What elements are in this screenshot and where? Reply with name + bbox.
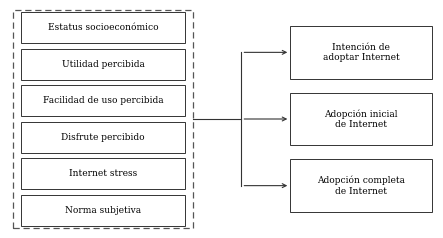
- Text: Internet stress: Internet stress: [69, 169, 137, 178]
- Bar: [21, 158, 185, 189]
- Text: Disfrute percibido: Disfrute percibido: [61, 133, 145, 142]
- Bar: [290, 93, 432, 145]
- Text: Norma subjetiva: Norma subjetiva: [65, 206, 141, 215]
- Text: Facilidad de uso percibida: Facilidad de uso percibida: [43, 96, 163, 105]
- Text: Adopción completa
de Internet: Adopción completa de Internet: [317, 176, 405, 196]
- Text: Intención de
adoptar Internet: Intención de adoptar Internet: [323, 43, 400, 62]
- Bar: [290, 26, 432, 79]
- Bar: [21, 195, 185, 226]
- Bar: [21, 12, 185, 43]
- Bar: [13, 10, 193, 228]
- Text: Adopción inicial
de Internet: Adopción inicial de Internet: [324, 109, 398, 129]
- Bar: [21, 85, 185, 116]
- Bar: [290, 159, 432, 212]
- Text: Estatus socioeconómico: Estatus socioeconómico: [48, 23, 158, 32]
- Bar: [21, 49, 185, 80]
- Text: Utilidad percibida: Utilidad percibida: [62, 60, 144, 69]
- Bar: [21, 122, 185, 153]
